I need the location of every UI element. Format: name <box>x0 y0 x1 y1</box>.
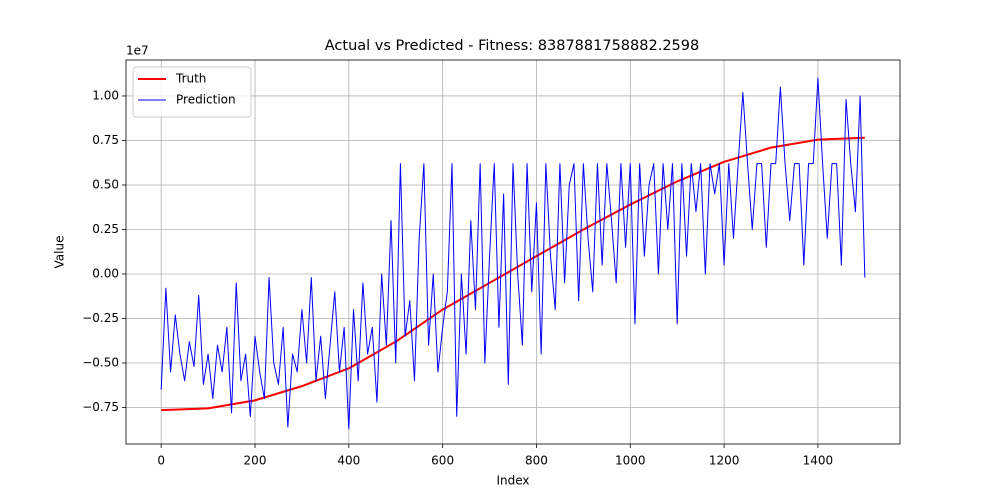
y-axis-label: Value <box>53 236 67 269</box>
x-tick-label: 1400 <box>803 454 834 468</box>
x-tick-label: 0 <box>157 454 165 468</box>
data-line <box>160 77 866 430</box>
data-line <box>161 136 865 412</box>
x-tick-label: 1000 <box>615 454 646 468</box>
x-tick-label: 200 <box>244 454 267 468</box>
y-tick-label: 0.50 <box>92 177 119 191</box>
plot-frame <box>125 59 901 445</box>
y-tick-label: −0.50 <box>82 355 119 369</box>
y-tick-label: 0.00 <box>92 266 119 280</box>
y-tick-label: −0.75 <box>82 400 119 414</box>
x-tick-label: 400 <box>337 454 360 468</box>
x-axis-label: Index <box>496 474 529 488</box>
y-tick-label: −0.25 <box>82 311 119 325</box>
legend-label: Truth <box>175 72 206 86</box>
legend-label: Prediction <box>176 93 236 107</box>
x-tick-label: 800 <box>525 454 548 468</box>
y-tick-label: 0.25 <box>92 222 119 236</box>
y-tick-label: 0.75 <box>92 133 119 147</box>
chart-title: Actual vs Predicted - Fitness: 838788175… <box>325 38 699 54</box>
x-tick-label: 1200 <box>709 454 740 468</box>
y-tick-label: 1.00 <box>92 88 119 102</box>
x-tick-label: 600 <box>431 454 454 468</box>
y-offset-label: 1e7 <box>126 44 149 58</box>
